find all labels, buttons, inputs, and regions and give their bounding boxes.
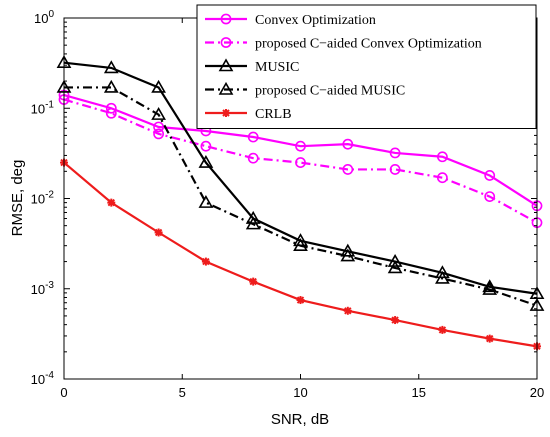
data-point	[482, 281, 498, 295]
legend-label: proposed C−aided Convex Optimization	[255, 37, 482, 52]
x-tick-label: 20	[530, 385, 544, 400]
data-point	[438, 325, 447, 334]
data-point	[245, 216, 261, 230]
data-point	[247, 131, 259, 143]
data-point	[200, 140, 212, 152]
x-tick-label: 5	[179, 385, 186, 400]
data-point	[107, 198, 116, 207]
x-tick-label: 15	[412, 385, 426, 400]
series-line	[63, 94, 538, 207]
series-2	[58, 94, 543, 229]
data-point	[485, 334, 494, 343]
series-4	[56, 79, 545, 311]
data-point	[482, 279, 498, 293]
data-point	[295, 140, 306, 152]
legend: Convex Optimization proposed C−aided Conv…	[196, 4, 537, 129]
data-point	[389, 164, 401, 175]
series-line	[64, 86, 538, 307]
data-point	[151, 79, 166, 93]
data-point	[387, 260, 403, 274]
data-point	[154, 228, 163, 237]
legend-entry: CRLB	[205, 107, 292, 122]
data-point	[343, 306, 352, 315]
data-point	[296, 296, 305, 305]
data-point	[293, 238, 308, 251]
data-point	[435, 270, 450, 284]
y-tick-label: 100	[34, 9, 54, 26]
data-point	[198, 195, 214, 208]
data-point	[103, 79, 119, 93]
data-point	[484, 170, 496, 181]
legend-entry: proposed C−aided Convex Optimization	[205, 37, 482, 52]
data-point	[198, 154, 214, 168]
legend-label: proposed C−aided MUSIC	[255, 84, 405, 99]
legend-entry: proposed C−aided MUSIC	[205, 81, 405, 99]
y-axis-title: RMSE, deg	[9, 160, 26, 237]
data-point	[295, 157, 306, 168]
data-point	[342, 164, 354, 175]
data-point	[153, 121, 164, 133]
legend-box	[196, 4, 537, 129]
data-point	[247, 152, 259, 164]
legend-marker	[222, 109, 230, 117]
legend-marker	[220, 13, 232, 25]
legend-label: CRLB	[255, 107, 292, 122]
data-point	[389, 147, 401, 159]
legend-label: Convex Optimization	[255, 13, 376, 28]
data-point	[105, 102, 117, 114]
series-line	[63, 98, 538, 224]
data-point	[342, 138, 354, 150]
data-point	[484, 191, 496, 202]
data-point	[436, 151, 448, 163]
legend-marker	[220, 37, 232, 48]
legend-entry: Convex Optimization	[205, 13, 376, 28]
data-point	[103, 60, 119, 74]
data-point	[151, 107, 166, 120]
data-point	[201, 257, 210, 266]
y-tick-label: 10-3	[31, 280, 55, 297]
data-point	[153, 128, 164, 140]
data-point	[340, 248, 356, 262]
data-point	[391, 316, 400, 325]
data-point	[340, 243, 356, 257]
data-point	[105, 107, 117, 119]
x-tick-label: 10	[293, 385, 307, 400]
y-tick-label: 10-1	[31, 99, 55, 116]
legend-label: MUSIC	[255, 60, 299, 75]
data-point	[436, 172, 448, 184]
data-point	[387, 253, 403, 267]
y-tick-label: 10-2	[31, 190, 55, 207]
legend-marker	[218, 81, 234, 95]
data-point	[249, 277, 258, 286]
series-layer	[56, 55, 545, 351]
axes-layer: 0 5 10 15 20 10-4 10-3 10-2 10-1 100	[31, 9, 545, 400]
legend-entry: MUSIC	[205, 58, 299, 75]
x-axis-title: SNR, dB	[271, 411, 329, 428]
legend-marker	[218, 58, 234, 72]
y-tick-label: 10-4	[31, 370, 55, 387]
x-tick-label: 0	[60, 385, 67, 400]
